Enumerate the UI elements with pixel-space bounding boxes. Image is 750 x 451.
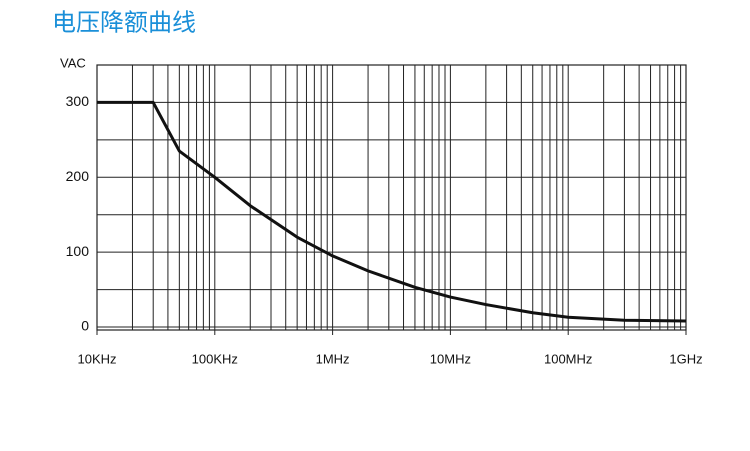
x-tick-label: 100MHz — [544, 351, 592, 366]
chart-title: 电压降额曲线 — [52, 9, 196, 36]
y-tick-label: 200 — [66, 168, 90, 184]
y-tick-label: 0 — [81, 318, 89, 334]
x-tick-label: 10MHz — [430, 351, 471, 366]
x-tick-label: 100KHz — [192, 351, 238, 366]
data-line — [97, 100, 687, 323]
y-axis-label: VAC — [60, 55, 86, 70]
y-tick-label: 100 — [66, 243, 90, 259]
y-tick-label: 300 — [66, 93, 90, 109]
x-tick-label: 1MHz — [316, 351, 350, 366]
plot-frame — [96, 64, 687, 331]
x-tick-label: 10KHz — [77, 351, 116, 366]
x-tick-label: 1GHz — [669, 351, 702, 366]
